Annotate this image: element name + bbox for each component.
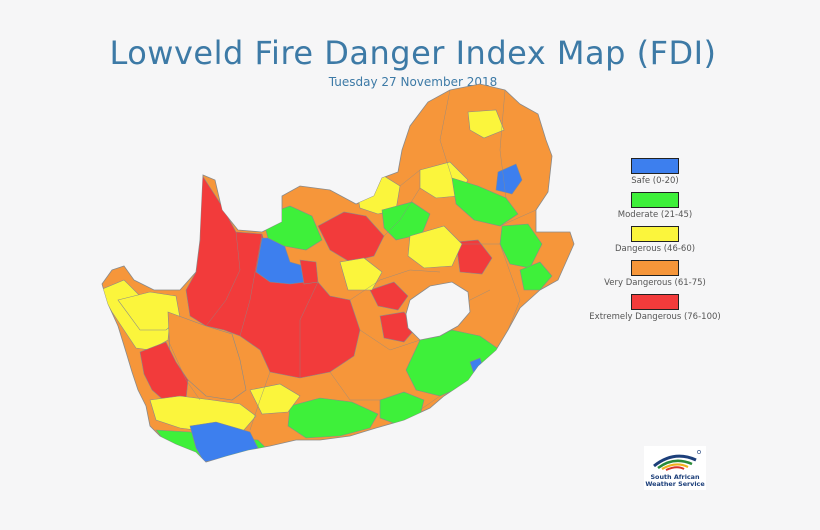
legend-label-moderate: Moderate (21-45) xyxy=(617,210,693,220)
lesotho-enclave xyxy=(405,281,471,341)
legend-swatch-dangerous xyxy=(631,226,679,242)
saws-logo: South African Weather Service xyxy=(644,446,706,490)
region-fezile-dabi-dangerous xyxy=(339,257,383,291)
logo-text-line2: Weather Service xyxy=(645,480,705,488)
region-free-state-dangerous xyxy=(407,225,463,269)
region-cape-winelands-dangerous xyxy=(149,395,257,433)
logo-text-line1: South African xyxy=(650,473,700,481)
legend-item-dangerous: Dangerous (46-60) xyxy=(575,226,735,260)
legend-item-moderate: Moderate (21-45) xyxy=(575,192,735,226)
legend-swatch-moderate xyxy=(631,192,679,208)
region-ilembe-moderate xyxy=(519,261,553,291)
legend-item-extremely-dangerous: Extremely Dangerous (76-100) xyxy=(575,294,735,328)
legend-swatch-safe xyxy=(631,158,679,174)
legend-label-safe: Safe (0-20) xyxy=(631,176,679,186)
legend-label-dangerous: Dangerous (46-60) xyxy=(614,244,696,254)
region-lejweleputswa-extreme xyxy=(369,281,409,311)
region-central-karoo-dangerous xyxy=(249,383,301,415)
legend-item-safe: Safe (0-20) xyxy=(575,158,735,192)
saws-logo-icon xyxy=(653,450,701,471)
region-amathole-moderate xyxy=(287,397,379,439)
legend-swatch-very-dangerous xyxy=(631,260,679,276)
region-ehlanzeni-moderate xyxy=(451,177,519,227)
region-thabo-mofutsanyana-extreme xyxy=(455,239,493,275)
legend-swatch-extremely-dangerous xyxy=(631,294,679,310)
map-date: Tuesday 27 November 2018 xyxy=(328,75,498,89)
legend-label-very-dangerous: Very Dangerous (61-75) xyxy=(604,278,706,288)
legend-item-very-dangerous: Very Dangerous (61-75) xyxy=(575,260,735,294)
legend-label-extremely-dangerous: Extremely Dangerous (76-100) xyxy=(589,312,721,322)
region-vhembe-dangerous xyxy=(467,109,505,139)
map-title: Lowveld Fire Danger Index Map (FDI) xyxy=(109,34,717,72)
region-north-west-extreme xyxy=(317,211,385,263)
map-legend: Safe (0-20) Moderate (21-45) Dangerous (… xyxy=(575,158,735,328)
